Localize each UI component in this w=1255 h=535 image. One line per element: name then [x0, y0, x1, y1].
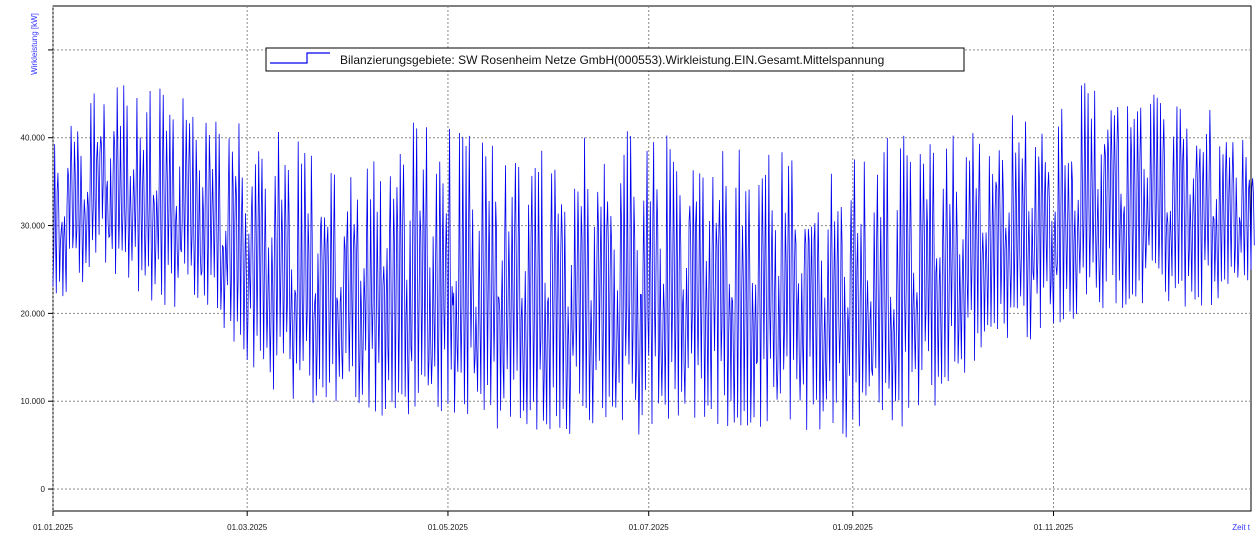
y-axis: 0 10.000 20.000 30.000 40.000	[21, 49, 53, 494]
y-tick-label: 0	[41, 485, 46, 494]
y-axis-title: Wirkleistung [kW]	[30, 13, 39, 75]
series-line	[52, 83, 1255, 438]
x-axis: 01.01.2025 01.03.2025 01.05.2025 01.07.2025…	[33, 511, 1074, 532]
x-tick-label: 01.05.2025	[428, 523, 469, 532]
x-tick-label: 01.07.2025	[629, 523, 670, 532]
x-axis-title: Zeit t	[1232, 523, 1251, 532]
y-tick-label: 40.000	[21, 134, 46, 143]
x-tick-label: 01.11.2025	[1034, 523, 1074, 532]
x-tick-label: 01.09.2025	[833, 523, 874, 532]
plot-area	[52, 5, 1252, 512]
y-tick-label: 20.000	[21, 309, 46, 318]
x-tick-label: 01.01.2025	[33, 523, 74, 532]
legend-box	[265, 47, 965, 72]
y-tick-label: 10.000	[21, 397, 46, 406]
legend: Bilanzierungsgebiete: SW Rosenheim Netze…	[265, 47, 965, 72]
x-tick-label: 01.03.2025	[227, 523, 268, 532]
grid	[52, 6, 1251, 511]
series-layer	[52, 83, 1255, 438]
legend-series-label: Bilanzierungsgebiete: SW Rosenheim Netze…	[340, 53, 884, 67]
y-tick-label: 30.000	[21, 222, 46, 231]
legend-series-swatch	[270, 52, 330, 64]
